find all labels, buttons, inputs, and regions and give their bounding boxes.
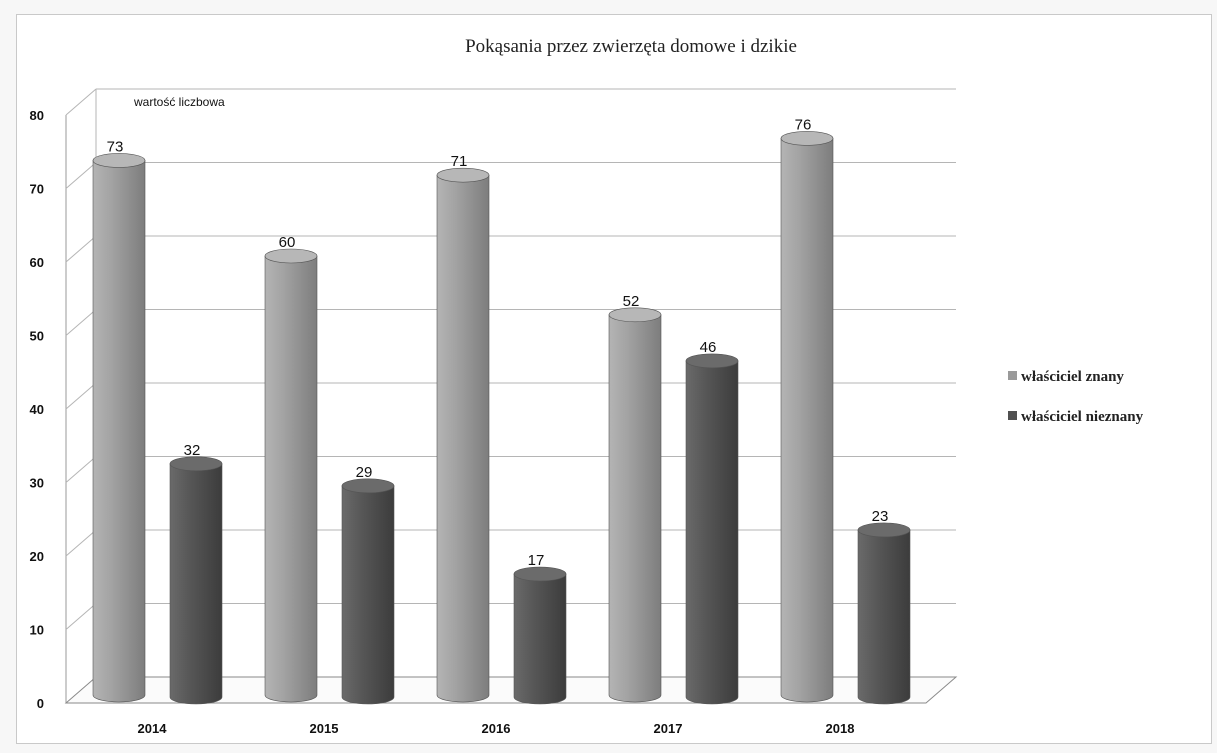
bar-body bbox=[857, 529, 911, 705]
legend-swatch bbox=[1008, 411, 1017, 420]
bar-top bbox=[685, 353, 739, 369]
y-tick-label: 20 bbox=[30, 549, 44, 564]
bar bbox=[169, 456, 223, 705]
legend: właściciel znany właściciel nieznany bbox=[1008, 369, 1144, 425]
bar bbox=[264, 248, 318, 703]
bar bbox=[513, 566, 567, 705]
x-tick-label: 2017 bbox=[654, 721, 683, 736]
bar-top bbox=[341, 478, 395, 494]
data-label: 52 bbox=[623, 293, 640, 310]
data-label: 17 bbox=[528, 552, 545, 569]
gridline-depth bbox=[65, 382, 97, 410]
data-label: 71 bbox=[451, 153, 468, 170]
bar bbox=[780, 131, 834, 703]
data-label: 73 bbox=[107, 138, 124, 155]
gridline-depth bbox=[65, 235, 97, 263]
y-tick-label: 40 bbox=[30, 402, 44, 417]
data-label: 32 bbox=[184, 442, 201, 459]
gridline-depth bbox=[65, 529, 97, 557]
y-tick-label: 80 bbox=[30, 108, 44, 123]
bar-body bbox=[169, 463, 223, 705]
gridline-depth bbox=[65, 88, 97, 116]
bar bbox=[608, 307, 662, 703]
bar bbox=[92, 153, 146, 703]
legend-item: właściciel znany bbox=[1008, 369, 1124, 385]
x-tick-label: 2014 bbox=[138, 721, 168, 736]
bar-body bbox=[608, 314, 662, 703]
x-tick-label: 2018 bbox=[826, 721, 855, 736]
bar-body bbox=[513, 573, 567, 705]
bar bbox=[685, 353, 739, 705]
data-label: 29 bbox=[356, 464, 373, 481]
y-axis-label: wartość liczbowa bbox=[133, 95, 225, 109]
bar-top bbox=[169, 456, 223, 472]
bar-top bbox=[264, 248, 318, 264]
legend-swatch bbox=[1008, 371, 1017, 380]
gridline-depth bbox=[65, 456, 97, 483]
bar-top bbox=[436, 167, 490, 183]
y-tick-label: 50 bbox=[30, 329, 44, 344]
bar-body bbox=[780, 138, 834, 703]
legend-label: właściciel znany bbox=[1021, 369, 1124, 385]
gridline-depth bbox=[65, 603, 97, 630]
bar bbox=[436, 167, 490, 703]
y-tick-label: 0 bbox=[37, 696, 44, 711]
legend-item: właściciel nieznany bbox=[1008, 409, 1144, 425]
y-tick-label: 70 bbox=[30, 182, 44, 197]
x-tick-label: 2016 bbox=[482, 721, 511, 736]
bar-body bbox=[436, 174, 490, 703]
bar-body bbox=[264, 255, 318, 703]
bar-top bbox=[513, 566, 567, 582]
bar-body bbox=[92, 160, 146, 703]
data-label: 76 bbox=[795, 116, 812, 133]
bars-layer: 73 32 60 29 71 17 52 46 76 23 bbox=[92, 116, 911, 705]
bar-top bbox=[780, 131, 834, 146]
bar-top bbox=[857, 522, 911, 538]
data-label: 46 bbox=[700, 339, 717, 356]
bar bbox=[341, 478, 395, 705]
bar-top bbox=[92, 153, 146, 168]
gridline-depth bbox=[65, 309, 97, 336]
bar-top bbox=[608, 307, 662, 323]
y-tick-label: 60 bbox=[30, 255, 44, 270]
bar-body bbox=[341, 485, 395, 705]
bar bbox=[857, 522, 911, 705]
chart-title: Pokąsania przez zwierzęta domowe i dziki… bbox=[465, 36, 797, 57]
y-tick-label: 10 bbox=[30, 623, 44, 638]
legend-label: właściciel nieznany bbox=[1021, 409, 1144, 425]
data-label: 60 bbox=[279, 234, 296, 251]
gridline-depth bbox=[65, 162, 97, 189]
data-label: 23 bbox=[872, 508, 889, 525]
y-tick-label: 30 bbox=[30, 476, 44, 491]
x-tick-label: 2015 bbox=[310, 721, 339, 736]
bar-body bbox=[685, 360, 739, 705]
